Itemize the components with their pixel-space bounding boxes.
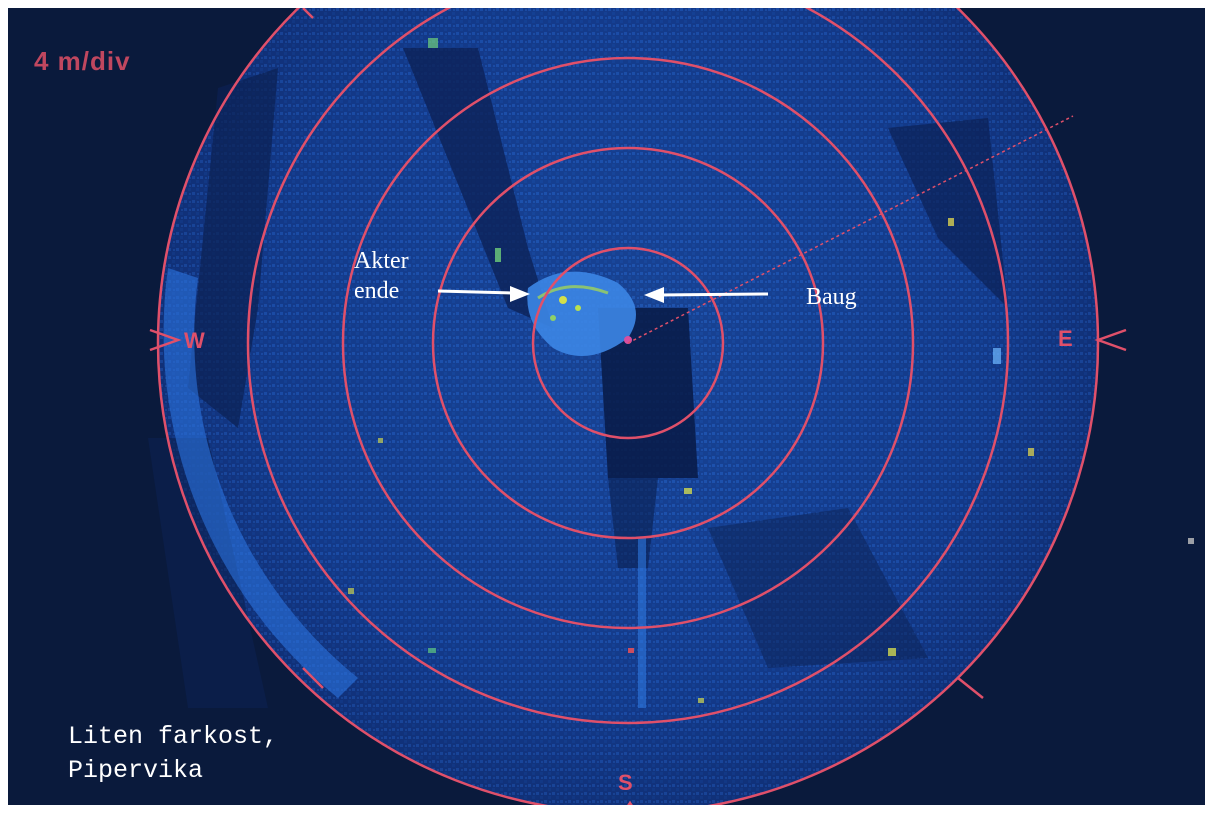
shadow-region bbox=[888, 118, 1008, 308]
sonar-display: 4 m/div W E S Akter ende Baug Liten fark… bbox=[8, 8, 1205, 805]
range-ring bbox=[431, 146, 825, 540]
sonar-image bbox=[148, 8, 1194, 805]
image-caption: Liten farkost, Pipervika bbox=[68, 720, 278, 788]
echo-specks bbox=[348, 38, 1194, 708]
caption-line2: Pipervika bbox=[68, 756, 204, 785]
compass-east-label: E bbox=[1058, 326, 1073, 351]
compass-west-label: W bbox=[184, 328, 205, 353]
bow-annotation: Baug bbox=[806, 284, 857, 310]
range-rings bbox=[156, 8, 1100, 805]
stern-annotation-line1: Akter bbox=[354, 248, 409, 274]
south-marker-icon bbox=[627, 800, 633, 805]
shadow-region bbox=[708, 508, 928, 668]
shadow-region bbox=[188, 68, 278, 428]
range-ring bbox=[341, 56, 915, 630]
stern-arrow-head-icon bbox=[510, 286, 530, 302]
annotation-arrows bbox=[437, 286, 769, 303]
west-marker-icon bbox=[149, 328, 182, 352]
range-ring bbox=[246, 8, 1010, 725]
wreck-target bbox=[527, 271, 636, 356]
range-ring bbox=[531, 246, 725, 440]
bow-arrow bbox=[657, 292, 769, 297]
range-ring bbox=[156, 8, 1100, 805]
shadow-region bbox=[403, 48, 553, 328]
east-marker-icon bbox=[1094, 328, 1127, 352]
bearing-ticks bbox=[302, 8, 984, 699]
compass-south-label: S bbox=[618, 770, 633, 795]
shadow-region bbox=[598, 308, 698, 478]
stern-arrow bbox=[437, 289, 514, 295]
stern-annotation-line2: ende bbox=[354, 278, 400, 304]
stern-annotation: Akter ende bbox=[354, 246, 409, 306]
bearing-line bbox=[627, 115, 1074, 344]
compass-markers bbox=[149, 328, 1127, 805]
caption-line1: Liten farkost, bbox=[68, 722, 279, 751]
shadow-region bbox=[148, 438, 268, 708]
bow-arrow-head-icon bbox=[644, 287, 664, 303]
scale-label: 4 m/div bbox=[34, 46, 131, 76]
